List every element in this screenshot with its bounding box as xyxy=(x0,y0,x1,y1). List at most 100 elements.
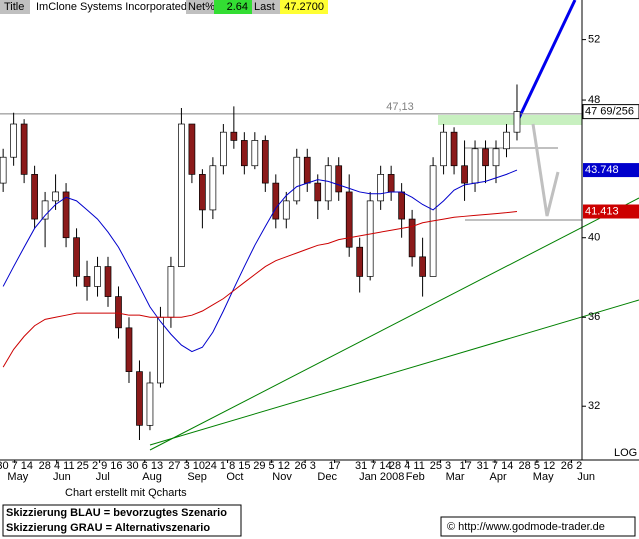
value-box xyxy=(583,204,639,219)
candle-body xyxy=(345,191,353,248)
target-zone xyxy=(438,115,582,125)
x-tick-label: 25 2 9 16 xyxy=(77,460,123,472)
x-tick-label: 29 5 12 xyxy=(253,460,290,472)
month-label: Nov xyxy=(272,471,292,483)
month-label: May xyxy=(7,471,28,483)
month-label: Feb xyxy=(406,471,425,483)
y-tick-label: 52 xyxy=(588,34,600,46)
x-tick-label: 30 7 14 xyxy=(0,460,33,472)
candle-body xyxy=(503,131,510,150)
x-tick-label: 17 xyxy=(328,460,340,472)
legend-note: Skizzierung GRAU = Alternativszenario xyxy=(6,522,210,534)
header-net-value: 2.64 xyxy=(227,1,248,13)
y-tick-label: 48 xyxy=(588,94,600,106)
candle-body xyxy=(83,276,91,287)
candle-body xyxy=(0,156,7,184)
candle-body xyxy=(199,174,206,211)
candle-body xyxy=(10,123,17,158)
candle-body xyxy=(251,140,259,167)
candle-body xyxy=(314,182,322,202)
x-tick-label: 17 xyxy=(459,460,471,472)
header-last-label: Last xyxy=(254,1,275,13)
header-last-value: 47.2700 xyxy=(284,1,324,13)
month-label: Mar xyxy=(446,471,465,483)
candle-body xyxy=(167,266,175,318)
copyright: © http://www.godmode-trader.de xyxy=(447,521,605,533)
candle-body xyxy=(461,165,468,184)
header-cell xyxy=(214,0,252,14)
candle-body xyxy=(492,148,500,167)
month-label: Apr xyxy=(490,471,507,483)
candle-body xyxy=(450,131,458,167)
candle-body xyxy=(440,131,447,167)
candle-body xyxy=(62,191,70,239)
candle-body xyxy=(324,165,332,202)
header-title-label: Title xyxy=(4,1,24,13)
candle-body xyxy=(471,148,479,184)
header-net-label: Net% xyxy=(188,1,215,13)
legend-box xyxy=(2,504,242,537)
month-label: May xyxy=(533,471,554,483)
candle-body xyxy=(408,218,416,258)
header-cell xyxy=(280,0,328,14)
x-tick-label: 24 1 8 15 xyxy=(205,460,251,472)
header-name: ImClone Systems Incorporated xyxy=(36,1,187,13)
last-price-label: 47 69/256 xyxy=(585,106,634,118)
x-tick-label: 25 3 xyxy=(430,460,451,472)
candle-body xyxy=(52,191,59,202)
candle-body xyxy=(209,165,217,211)
candle-body xyxy=(513,111,521,133)
candle-body xyxy=(125,327,133,372)
plot: 47,13 xyxy=(0,84,582,440)
candle-body xyxy=(419,256,426,277)
x-tick-label: 31 7 14 xyxy=(355,460,392,472)
trendline xyxy=(149,299,639,446)
candle-body xyxy=(387,174,395,193)
month-label: Jan 2008 xyxy=(359,471,404,483)
candle-body xyxy=(146,382,154,426)
x-tick-label: 26 3 xyxy=(294,460,315,472)
candle-body xyxy=(377,174,385,202)
month-label: Jun xyxy=(53,471,71,483)
month-label: Sep xyxy=(187,471,207,483)
candle-body xyxy=(188,123,196,175)
month-label: Jun xyxy=(577,471,595,483)
candle-body xyxy=(220,131,227,167)
x-tick-label: 28 4 11 xyxy=(39,460,75,472)
header-cell xyxy=(252,0,280,14)
credit: Chart erstellt mit Qcharts xyxy=(65,487,187,499)
candle-body xyxy=(261,140,269,184)
alt-scenario-arrow xyxy=(531,123,560,217)
value-box xyxy=(583,163,639,178)
trendline xyxy=(149,197,639,451)
y-tick-label: 32 xyxy=(588,400,600,412)
candle-body xyxy=(104,266,112,297)
candle-body xyxy=(94,266,101,287)
value-box-label: 41.413 xyxy=(585,205,619,217)
candle-body xyxy=(272,182,280,220)
candle-body xyxy=(31,174,38,220)
last-price-box xyxy=(582,104,639,120)
candle-body xyxy=(303,156,311,184)
candle-body xyxy=(115,296,122,329)
header-cell xyxy=(186,0,214,14)
candle-body xyxy=(240,140,248,167)
candle-body xyxy=(282,200,290,220)
candle-body xyxy=(482,148,489,167)
scale-label: LOG xyxy=(614,447,637,459)
x-tick-label: 28 5 12 xyxy=(519,460,556,472)
month-label: Aug xyxy=(142,471,162,483)
month-label: Oct xyxy=(226,471,243,483)
x-tick-label: 27 3 10 xyxy=(168,460,205,472)
y-tick-label: 36 xyxy=(588,311,600,323)
candle-body xyxy=(366,200,374,277)
month-label: Jul xyxy=(96,471,110,483)
y-tick-label: 40 xyxy=(588,232,600,244)
candle-body xyxy=(20,123,28,175)
candle-body xyxy=(41,200,49,220)
moving-average xyxy=(2,211,518,368)
candle-body xyxy=(335,165,343,193)
x-tick-label: 28 4 11 xyxy=(389,460,425,472)
